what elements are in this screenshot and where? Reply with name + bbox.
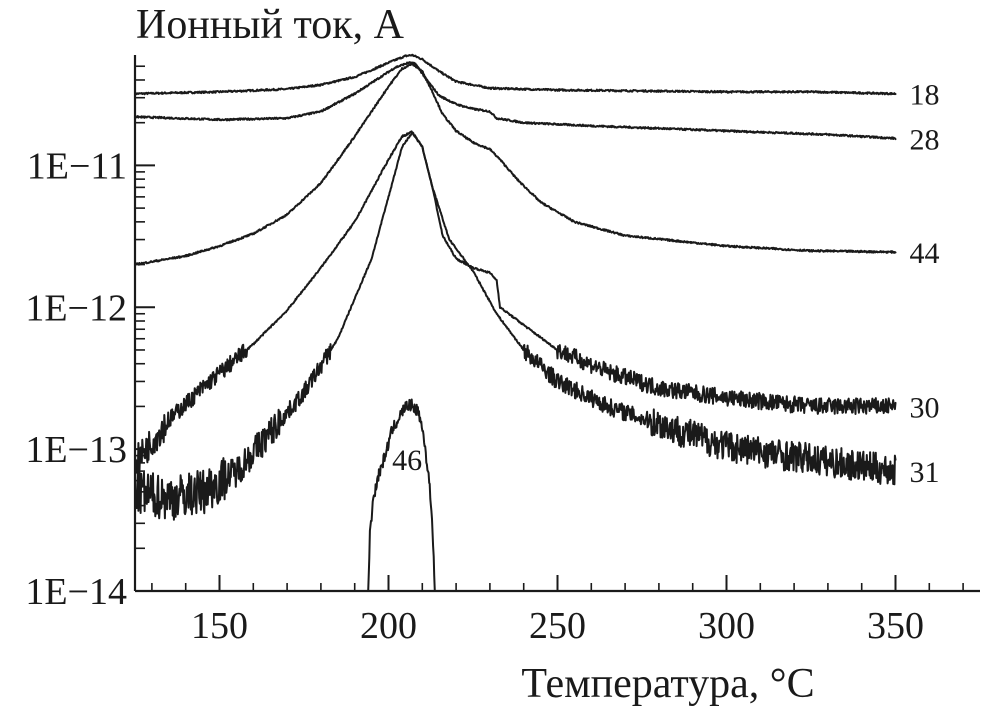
series-label-46: 46 [392,444,422,477]
series-label-44: 44 [910,237,940,270]
x-axis-title: Температура, °C [521,661,814,707]
series-line-46 [367,398,436,592]
series-line-28 [134,61,897,141]
x-tick-label: 150 [191,605,248,647]
x-tick-label: 350 [867,605,924,647]
x-tick-label: 200 [360,605,417,647]
series-label-30: 30 [910,391,940,424]
x-tick-label: 250 [529,605,586,647]
series-line-18 [134,53,897,96]
series-line-30 [134,130,897,475]
x-tick-label: 300 [698,605,755,647]
y-tick-label: 1E−14 [25,571,127,613]
y-tick-label: 1E−13 [25,429,127,471]
series-label-28: 28 [910,123,940,156]
y-tick-label: 1E−11 [27,145,127,187]
series-layer [134,53,897,592]
axes: 150 200 250 300 350 1E−14 1E−13 1E−12 1E−11 [25,55,980,647]
series-label-31: 31 [910,456,940,489]
y-tick-label: 1E−12 [25,287,127,329]
y-axis-title: Ионный ток, А [136,2,405,48]
series-labels: 18 28 44 30 31 46 [392,79,939,489]
series-line-31 [134,131,897,521]
series-line-44 [134,62,897,266]
series-label-18: 18 [910,79,940,112]
